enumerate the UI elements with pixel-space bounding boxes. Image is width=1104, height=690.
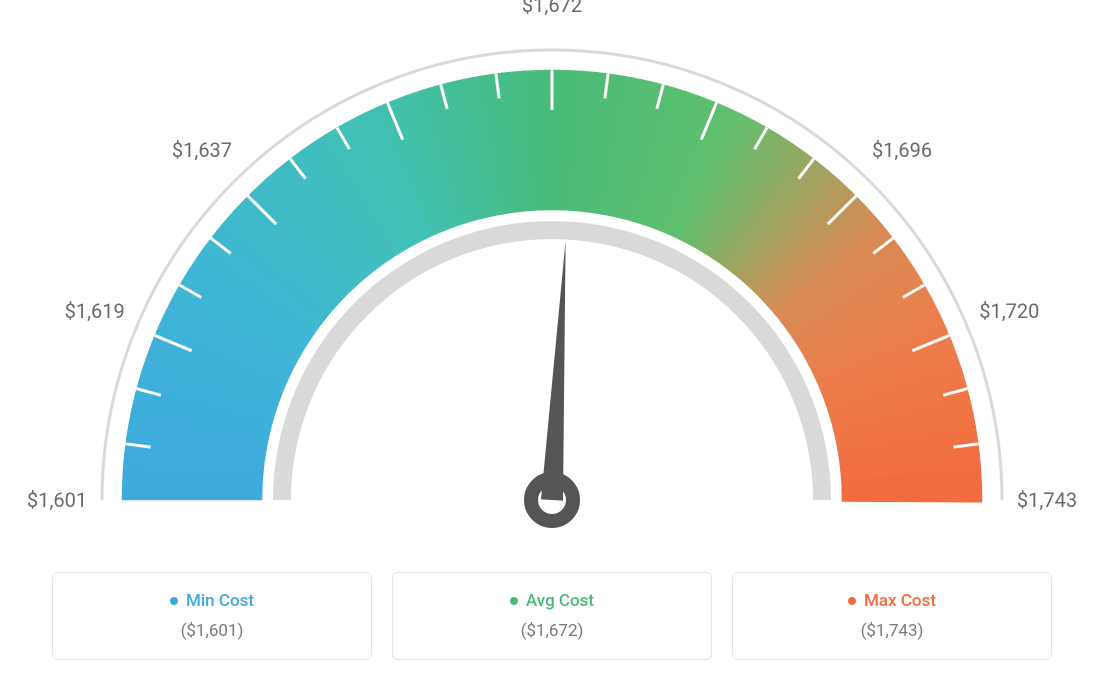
max-cost-label: Max Cost [864,591,936,611]
card-label-row: Max Cost [755,591,1029,611]
avg-cost-label: Avg Cost [526,591,594,611]
min-cost-label: Min Cost [186,591,254,611]
max-cost-card: Max Cost ($1,743) [732,572,1052,660]
avg-cost-card: Avg Cost ($1,672) [392,572,712,660]
gauge-svg [52,0,1052,560]
gauge-tick-label: $1,601 [27,488,87,512]
min-cost-card: Min Cost ($1,601) [52,572,372,660]
card-label-row: Min Cost [75,591,349,611]
gauge-tick-label: $1,637 [172,138,232,162]
gauge-tick-label: $1,720 [979,299,1039,323]
max-cost-value: ($1,743) [755,621,1029,641]
avg-cost-value: ($1,672) [415,621,689,641]
gauge-chart: $1,601$1,619$1,637$1,672$1,696$1,720$1,7… [52,0,1052,560]
dot-icon [170,597,178,605]
gauge-tick-label: $1,672 [522,0,582,17]
card-label-row: Avg Cost [415,591,689,611]
min-cost-value: ($1,601) [75,621,349,641]
dot-icon [510,597,518,605]
dot-icon [848,597,856,605]
gauge-tick-label: $1,619 [65,299,125,323]
summary-cards: Min Cost ($1,601) Avg Cost ($1,672) Max … [52,572,1052,660]
gauge-tick-label: $1,696 [872,138,932,162]
gauge-tick-label: $1,743 [1017,488,1077,512]
